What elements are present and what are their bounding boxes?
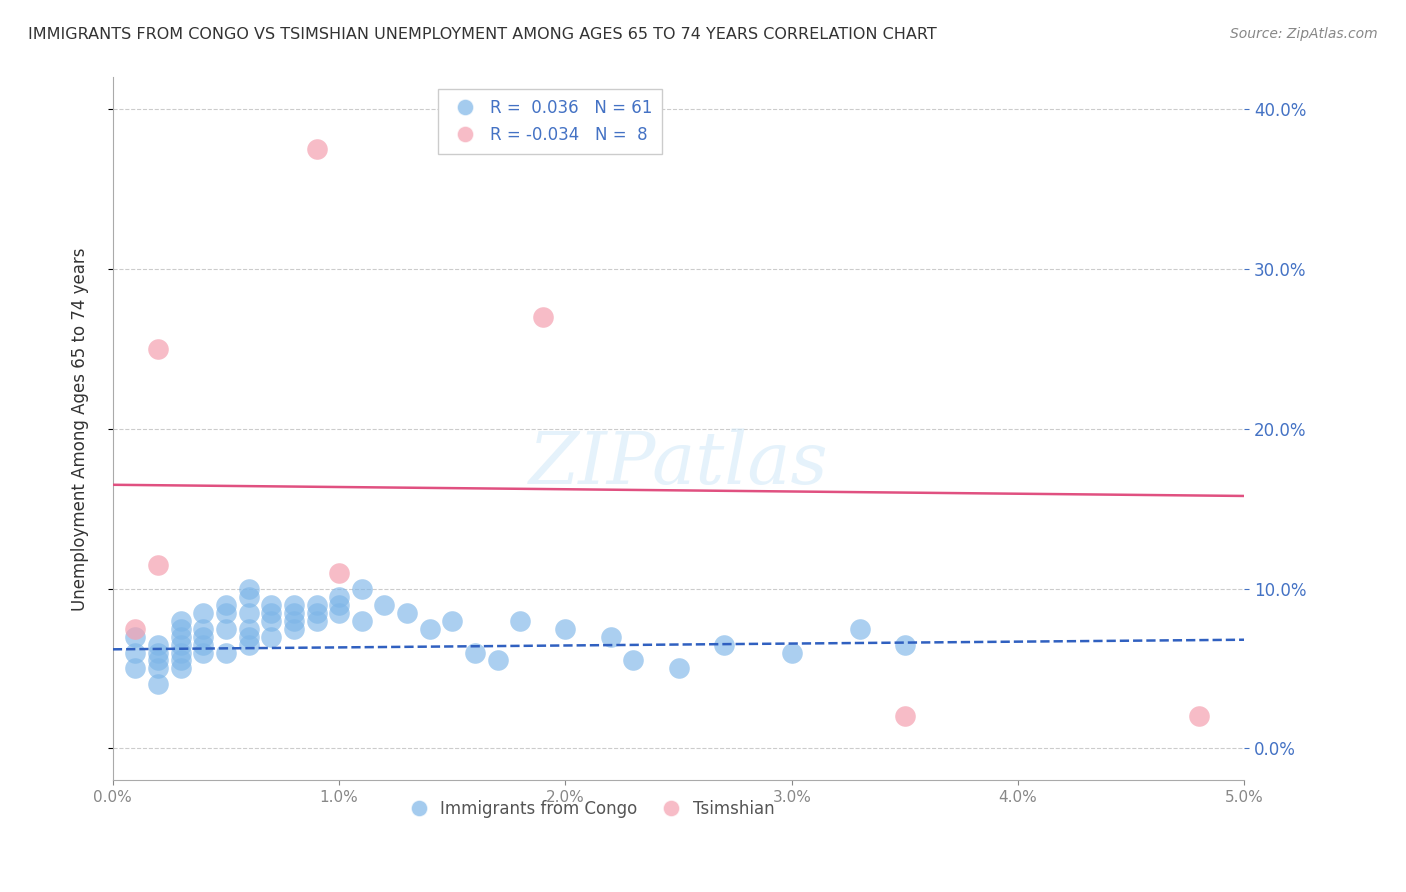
Text: Source: ZipAtlas.com: Source: ZipAtlas.com — [1230, 27, 1378, 41]
Point — [283, 622, 305, 636]
Point — [193, 622, 215, 636]
Point — [238, 622, 260, 636]
Point — [599, 630, 621, 644]
Point — [305, 614, 328, 628]
Point — [283, 606, 305, 620]
Point — [328, 606, 350, 620]
Point — [396, 606, 419, 620]
Point — [124, 630, 146, 644]
Point — [170, 653, 193, 667]
Point — [193, 638, 215, 652]
Point — [1188, 709, 1211, 723]
Point — [146, 558, 169, 572]
Text: ZIPatlas: ZIPatlas — [529, 429, 828, 500]
Point — [170, 661, 193, 675]
Point — [260, 614, 283, 628]
Point — [215, 606, 238, 620]
Point — [621, 653, 644, 667]
Point — [124, 646, 146, 660]
Point — [328, 566, 350, 580]
Point — [193, 646, 215, 660]
Point — [419, 622, 441, 636]
Point — [260, 630, 283, 644]
Point — [894, 638, 917, 652]
Point — [238, 606, 260, 620]
Point — [146, 638, 169, 652]
Point — [146, 661, 169, 675]
Point — [170, 630, 193, 644]
Point — [146, 646, 169, 660]
Point — [894, 709, 917, 723]
Point — [215, 598, 238, 612]
Point — [350, 582, 373, 596]
Point — [193, 630, 215, 644]
Point — [328, 590, 350, 604]
Point — [509, 614, 531, 628]
Point — [531, 310, 554, 324]
Point — [328, 598, 350, 612]
Point — [215, 622, 238, 636]
Point — [238, 630, 260, 644]
Point — [350, 614, 373, 628]
Point — [464, 646, 486, 660]
Point — [260, 598, 283, 612]
Legend: Immigrants from Congo, Tsimshian: Immigrants from Congo, Tsimshian — [395, 793, 780, 825]
Point — [441, 614, 464, 628]
Point — [848, 622, 870, 636]
Text: IMMIGRANTS FROM CONGO VS TSIMSHIAN UNEMPLOYMENT AMONG AGES 65 TO 74 YEARS CORREL: IMMIGRANTS FROM CONGO VS TSIMSHIAN UNEMP… — [28, 27, 936, 42]
Point — [238, 638, 260, 652]
Point — [373, 598, 395, 612]
Point — [124, 661, 146, 675]
Point — [713, 638, 735, 652]
Point — [305, 142, 328, 156]
Point — [170, 638, 193, 652]
Y-axis label: Unemployment Among Ages 65 to 74 years: Unemployment Among Ages 65 to 74 years — [72, 247, 89, 611]
Point — [170, 646, 193, 660]
Point — [170, 614, 193, 628]
Point — [238, 590, 260, 604]
Point — [146, 342, 169, 356]
Point — [238, 582, 260, 596]
Point — [146, 677, 169, 691]
Point — [124, 622, 146, 636]
Point — [283, 614, 305, 628]
Point — [486, 653, 509, 667]
Point — [215, 646, 238, 660]
Point — [146, 653, 169, 667]
Point — [283, 598, 305, 612]
Point — [780, 646, 803, 660]
Point — [260, 606, 283, 620]
Point — [554, 622, 576, 636]
Point — [170, 622, 193, 636]
Point — [305, 606, 328, 620]
Point — [193, 606, 215, 620]
Point — [305, 598, 328, 612]
Point — [668, 661, 690, 675]
